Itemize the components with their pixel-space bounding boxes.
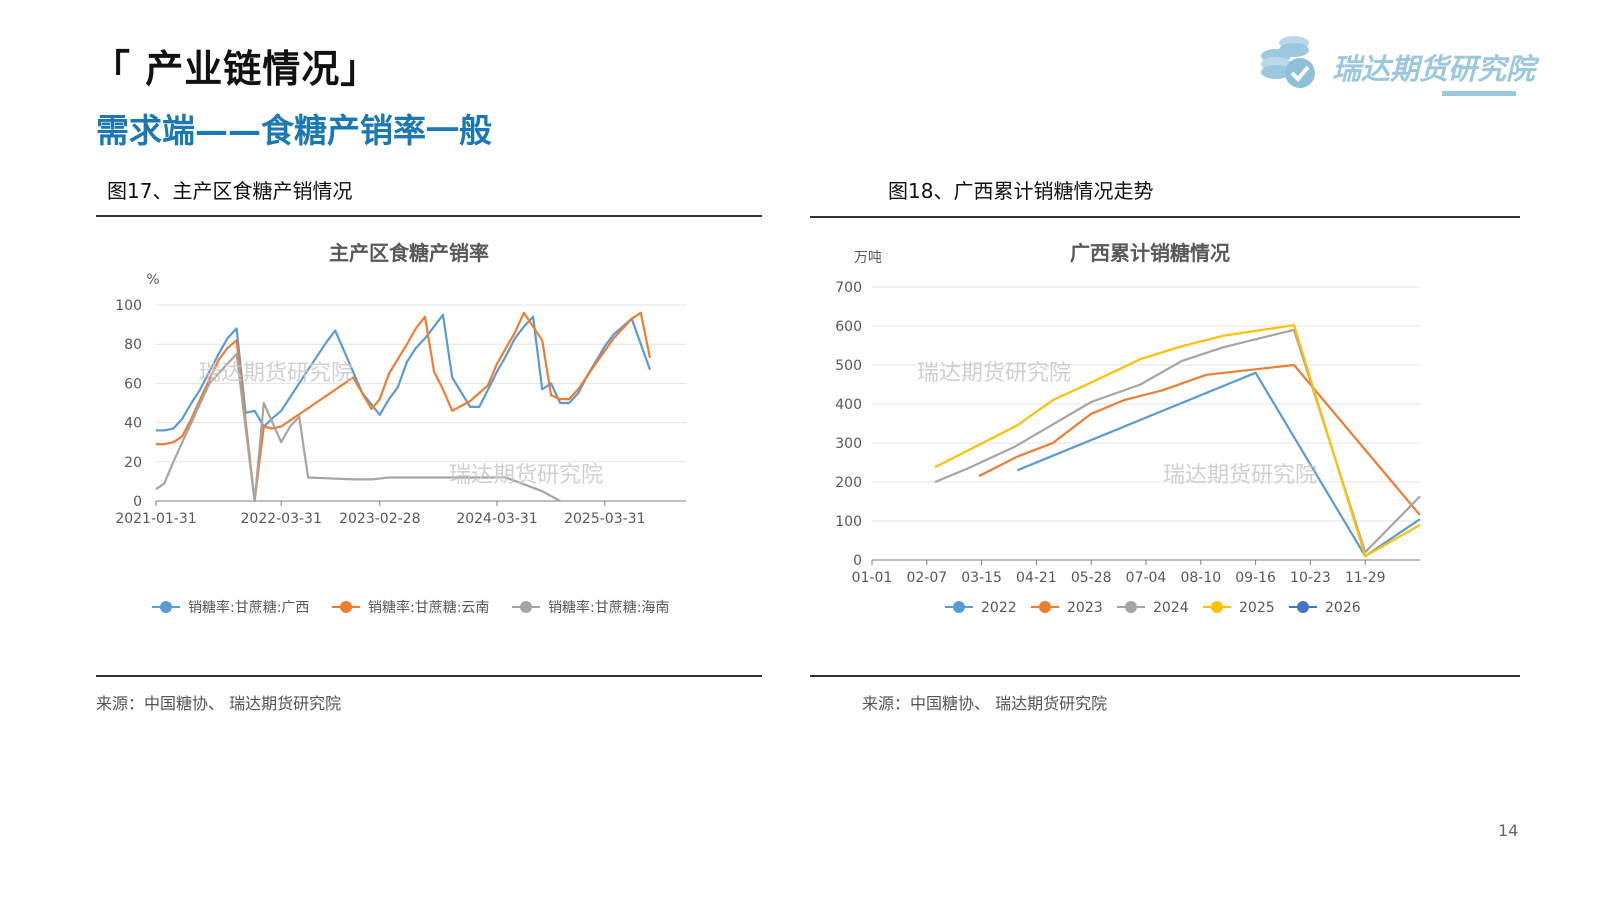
y-tick-label: 300 bbox=[835, 436, 862, 452]
x-tick-label: 11-29 bbox=[1345, 570, 1386, 586]
figure-18-caption: 图18、广西累计销糖情况走势 bbox=[888, 179, 1154, 203]
x-tick-label: 01-01 bbox=[852, 570, 893, 586]
y-axis-unit: 万吨 bbox=[854, 250, 882, 266]
y-tick-label: 40 bbox=[124, 416, 142, 432]
brand-name: 瑞达期货研究院 bbox=[1332, 52, 1536, 86]
chart-title: 主产区食糖产销率 bbox=[329, 241, 489, 265]
x-tick-label: 05-28 bbox=[1071, 570, 1112, 586]
watermark: 瑞达期货研究院 bbox=[917, 361, 1071, 386]
legend-marker-3 bbox=[1125, 601, 1137, 613]
left-source-note: 来源：中国糖协、 瑞达期货研究院 bbox=[96, 694, 342, 713]
y-tick-label: 400 bbox=[835, 397, 862, 413]
chart-sugar-sales-rate: 主产区食糖产销率% 0 20 40 60 80 100 2021-01-31 2022-03-3… bbox=[115, 241, 686, 616]
x-tick-label: 08-10 bbox=[1180, 570, 1221, 586]
legend-label-4: 2025 bbox=[1239, 600, 1275, 616]
y-tick-label: 80 bbox=[124, 337, 142, 353]
y-axis-unit: % bbox=[146, 272, 159, 288]
right-bottom-rule bbox=[810, 675, 1520, 677]
legend-marker-1 bbox=[953, 601, 965, 613]
x-tick-label: 02-07 bbox=[906, 570, 947, 586]
y-tick-label: 60 bbox=[124, 376, 142, 392]
watermark: 瑞达期货研究院 bbox=[199, 361, 353, 386]
legend-marker-4 bbox=[1211, 601, 1223, 613]
x-tick-label: 07-04 bbox=[1126, 570, 1167, 586]
y-tick-label: 200 bbox=[835, 475, 862, 491]
chart-guangxi-cumulative-sales: 广西累计销糖情况 万吨 0 100 200 300 400 500 600 700 01-01 02-… bbox=[835, 241, 1421, 616]
legend-marker-3 bbox=[520, 601, 532, 613]
legend-marker-2 bbox=[340, 601, 352, 613]
page-number: 14 bbox=[1498, 821, 1519, 840]
y-tick-label: 0 bbox=[853, 553, 862, 569]
right-top-rule bbox=[810, 216, 1520, 218]
legend-marker-5 bbox=[1297, 601, 1309, 613]
y-tick-label: 100 bbox=[115, 298, 142, 314]
chart-title: 广西累计销糖情况 bbox=[1070, 241, 1230, 265]
x-tick-label: 2021-01-31 bbox=[115, 511, 196, 527]
series-line-2023 bbox=[978, 363, 1421, 516]
left-bottom-rule bbox=[96, 675, 762, 677]
y-tick-label: 600 bbox=[835, 319, 862, 335]
watermark: 瑞达期货研究院 bbox=[1163, 463, 1317, 488]
x-tick-label: 2023-02-28 bbox=[339, 511, 420, 527]
y-tick-label: 0 bbox=[133, 494, 142, 510]
left-top-rule bbox=[96, 215, 762, 217]
y-tick-label: 20 bbox=[124, 455, 142, 471]
figure-17-caption: 图17、主产区食糖产销情况 bbox=[107, 179, 353, 203]
x-tick-label: 09-16 bbox=[1235, 570, 1276, 586]
legend-label-3: 销糖率:甘蔗糖:海南 bbox=[548, 599, 669, 616]
x-tick-label: 10-23 bbox=[1290, 570, 1331, 586]
section-title: 「 产业链情况」 bbox=[92, 47, 380, 91]
series-line-3 bbox=[155, 352, 561, 503]
legend-label-2: 2023 bbox=[1067, 600, 1103, 616]
x-tick-label: 2025-03-31 bbox=[564, 511, 645, 527]
x-tick-label: 03-15 bbox=[961, 570, 1002, 586]
x-tick-label: 2022-03-31 bbox=[241, 511, 322, 527]
legend-marker-2 bbox=[1039, 601, 1051, 613]
y-tick-label: 700 bbox=[835, 280, 862, 296]
brand-logo: 瑞达期货研究院 bbox=[1250, 28, 1535, 100]
x-tick-label: 04-21 bbox=[1016, 570, 1057, 586]
brand-underline bbox=[1442, 91, 1516, 96]
series-line-2022 bbox=[1016, 371, 1421, 558]
page-subtitle: 需求端——食糖产销率一般 bbox=[96, 111, 492, 150]
right-source-note: 来源：中国糖协、 瑞达期货研究院 bbox=[862, 694, 1108, 713]
series-line-2025 bbox=[934, 324, 1421, 558]
legend-label-1: 2022 bbox=[981, 600, 1017, 616]
watermark: 瑞达期货研究院 bbox=[449, 463, 603, 488]
y-tick-label: 100 bbox=[835, 514, 862, 530]
coins-icon bbox=[1261, 36, 1315, 88]
legend-label-3: 2024 bbox=[1153, 600, 1189, 616]
y-tick-label: 500 bbox=[835, 358, 862, 374]
series-line-2 bbox=[156, 311, 652, 503]
legend-marker-1 bbox=[160, 601, 172, 613]
series-line-1 bbox=[156, 313, 652, 432]
legend-label-1: 销糖率:甘蔗糖:广西 bbox=[188, 599, 309, 616]
legend-label-2: 销糖率:甘蔗糖:云南 bbox=[368, 599, 489, 616]
x-tick-label: 2024-03-31 bbox=[456, 511, 537, 527]
legend-label-5: 2026 bbox=[1325, 600, 1361, 616]
